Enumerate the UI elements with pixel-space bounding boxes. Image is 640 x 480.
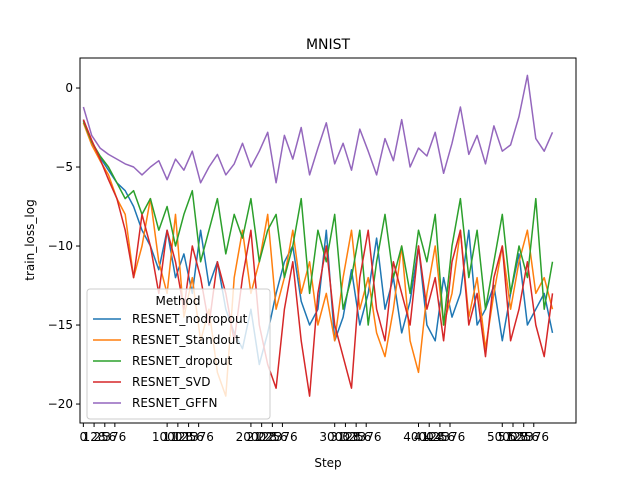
x-tick-label: 3128 — [330, 430, 361, 444]
legend-title: Method — [155, 294, 200, 308]
x-tick-label: 4000 — [403, 430, 434, 444]
x-tick-label: 128 — [83, 430, 106, 444]
y-axis: 0 −5 −10 −15 −20 — [48, 81, 80, 411]
x-tick-label: 1128 — [163, 430, 194, 444]
plot-frame — [79, 57, 577, 424]
x-tick-label: 1256 — [173, 430, 204, 444]
x-tick-label: 3000 — [319, 430, 350, 444]
legend-entry-label: RESNET_GFFN — [132, 396, 218, 410]
series-layer — [82, 74, 554, 397]
x-tick-label: 1376 — [183, 430, 214, 444]
x-tick-label: 4376 — [435, 430, 466, 444]
x-tick-label: 4128 — [414, 430, 445, 444]
y-tick-label: −20 — [48, 397, 73, 411]
legend-entry-label: RESNET_nodropout — [132, 312, 248, 326]
x-tick-label: 5128 — [498, 430, 529, 444]
x-tick-label: 2000 — [236, 430, 267, 444]
x-tick-label: 376 — [103, 430, 126, 444]
chart-title: MNIST — [306, 37, 351, 53]
legend: Method RESNET_nodropout RESNET_Standout RE… — [86, 288, 271, 420]
y-axis-title: train_loss_log — [23, 199, 37, 280]
x-tick-label: 256 — [93, 430, 116, 444]
x-tick-label: 3376 — [351, 430, 382, 444]
series-line-resnet-dropout — [82, 120, 554, 326]
legend-entry-label: RESNET_dropout — [132, 354, 233, 368]
series-line-resnet-gffn — [82, 74, 554, 184]
y-tick-label: −15 — [48, 318, 73, 332]
x-tick-label: 2128 — [246, 430, 277, 444]
x-axis-title: Step — [314, 456, 341, 470]
x-tick-label: 1000 — [152, 430, 183, 444]
legend-box — [86, 288, 271, 420]
x-tick-label: 2376 — [267, 430, 298, 444]
series-line-resnet-svd — [82, 119, 554, 397]
y-tick-label: −5 — [55, 160, 73, 174]
legend-entry-label: RESNET_SVD — [132, 375, 211, 389]
x-tick-label: 3256 — [341, 430, 372, 444]
legend-entry-label: RESNET_Standout — [132, 333, 240, 347]
x-tick-label: 5256 — [508, 430, 539, 444]
y-tick-label: 0 — [65, 81, 73, 95]
y-tick-label: −10 — [48, 239, 73, 253]
x-tick-label: 5376 — [518, 430, 549, 444]
x-tick-label: 5000 — [487, 430, 518, 444]
x-tick-label: 4256 — [425, 430, 456, 444]
x-tick-label: 0 — [80, 430, 88, 444]
x-tick-label: 2256 — [257, 430, 288, 444]
